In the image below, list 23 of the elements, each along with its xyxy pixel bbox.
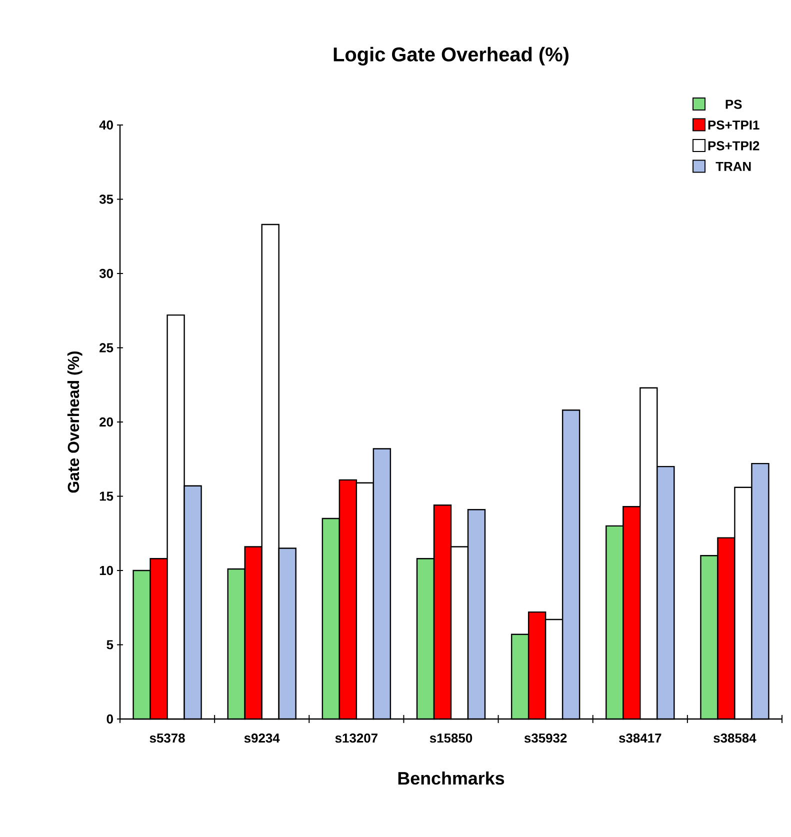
y-tick-label: 20 bbox=[100, 417, 113, 427]
chart-title: Logic Gate Overhead (%) bbox=[334, 46, 568, 66]
legend-label: PS bbox=[726, 100, 742, 109]
legend-label: PS+TPI1 bbox=[708, 120, 760, 130]
x-tick-label: s15850 bbox=[430, 733, 472, 743]
legend-label: TRAN bbox=[716, 162, 751, 171]
x-tick-label: s13207 bbox=[335, 733, 378, 743]
x-tick-label: s38417 bbox=[618, 733, 662, 743]
y-tick-label: 25 bbox=[100, 343, 114, 352]
x-tick-label: s5378 bbox=[150, 733, 185, 743]
y-axis-title: Gate Overhead (%) bbox=[67, 352, 82, 493]
y-tick-label: 40 bbox=[99, 120, 113, 130]
legend-label: PS+TPI2 bbox=[708, 141, 760, 150]
y-tick-label: 10 bbox=[100, 566, 113, 576]
y-tick-label: 0 bbox=[106, 714, 113, 724]
x-tick-label: s35932 bbox=[524, 733, 567, 743]
x-axis-title: Benchmarks bbox=[398, 772, 504, 785]
y-tick-label: 30 bbox=[99, 268, 113, 278]
x-tick-label: s38584 bbox=[714, 733, 756, 743]
y-tick-label: 35 bbox=[99, 194, 114, 204]
y-tick-label: 5 bbox=[106, 640, 114, 650]
x-tick-label: s9234 bbox=[244, 733, 280, 743]
y-tick-label: 15 bbox=[100, 492, 114, 501]
